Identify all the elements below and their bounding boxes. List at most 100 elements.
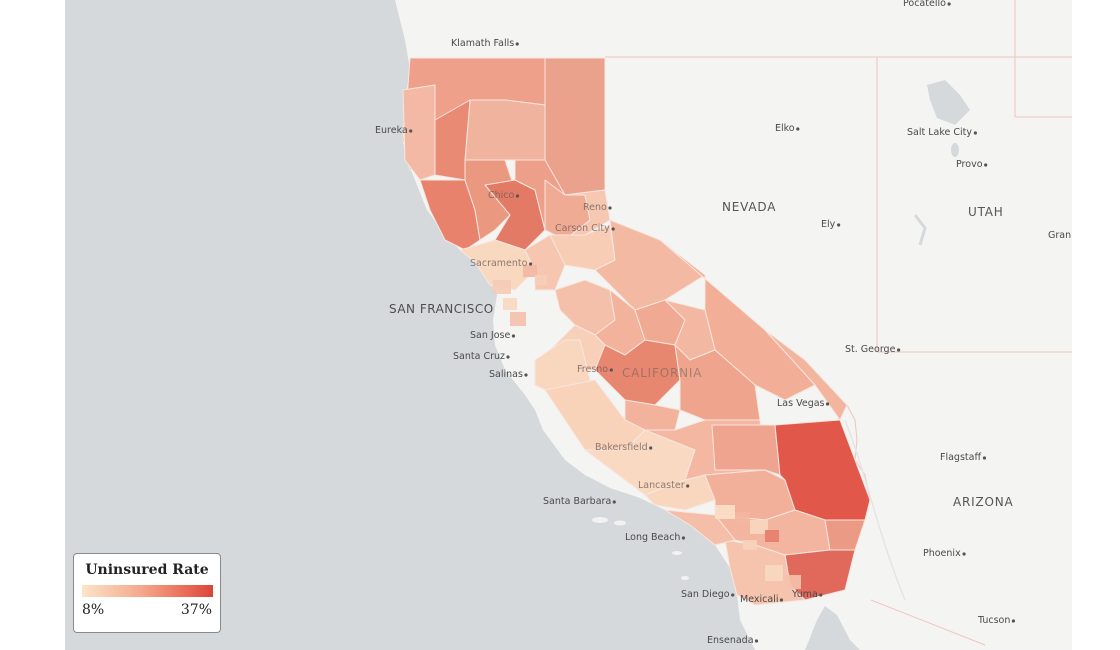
- city-dot: [947, 2, 951, 6]
- map-labels: Pocatello Klamath Falls Eureka Elko Salt…: [375, 0, 1071, 646]
- channel-island: [681, 576, 689, 580]
- city-dot: [731, 593, 735, 597]
- county: [765, 530, 779, 542]
- legend-max-label: 37%: [180, 602, 212, 618]
- city-label: Fresno: [577, 364, 608, 375]
- city-label: Salt Lake City: [907, 127, 972, 138]
- city-dot: [982, 456, 987, 460]
- city-label: Tucson: [977, 615, 1010, 626]
- city-dot: [609, 368, 613, 372]
- city-label: San Jose: [470, 330, 510, 341]
- state-label: ARIZONA: [953, 495, 1014, 509]
- county: [735, 512, 750, 524]
- channel-island: [592, 517, 608, 523]
- city-label: Gran: [1048, 230, 1071, 241]
- gulf-water: [805, 606, 860, 650]
- city-label: Eureka: [375, 125, 408, 136]
- city-label: Chico: [488, 190, 515, 201]
- city-dot: [686, 484, 690, 488]
- county: [523, 265, 537, 277]
- city-dot: [611, 227, 615, 231]
- city-dot: [511, 334, 516, 338]
- city-label: Mexicali: [740, 594, 778, 605]
- map-viewport[interactable]: Pocatello Klamath Falls Eureka Elko Salt…: [65, 0, 1072, 650]
- county: [464, 159, 516, 241]
- county: [764, 329, 848, 421]
- city-dot: [608, 206, 612, 210]
- city-dot: [506, 355, 510, 359]
- city-dot: [796, 127, 800, 131]
- city-dot: [524, 373, 528, 377]
- city-dot: [612, 500, 616, 504]
- legend-labels: 8% 37%: [82, 602, 212, 618]
- city-label: Sacramento: [470, 258, 528, 269]
- county: [711, 424, 781, 476]
- city-dot: [515, 42, 519, 46]
- utah-lake: [951, 143, 959, 157]
- channel-island: [614, 520, 626, 526]
- city-dot: [1011, 619, 1015, 623]
- city-label: Yuma: [791, 589, 818, 600]
- city-label: Las Vegas: [777, 398, 825, 409]
- legend-title: Uninsured Rate: [85, 562, 209, 578]
- city-dot: [409, 129, 413, 133]
- county: [459, 239, 536, 291]
- pacific-ocean: [65, 0, 755, 650]
- city-label: Phoenix: [923, 548, 961, 559]
- county: [535, 275, 547, 285]
- city-label: San Diego: [681, 589, 730, 600]
- state-label: UTAH: [968, 205, 1004, 219]
- great-salt-lake: [927, 80, 970, 125]
- city-dot: [896, 348, 901, 352]
- legend-min-label: 8%: [82, 602, 105, 618]
- city-dot: [529, 262, 533, 266]
- legend: Uninsured Rate 8% 37%: [73, 553, 221, 633]
- county: [503, 298, 517, 310]
- city-label: Carson City: [555, 223, 610, 234]
- city-label: Santa Cruz: [453, 351, 505, 362]
- county: [715, 505, 735, 519]
- county: [510, 312, 526, 326]
- city-label: Pocatello: [903, 0, 946, 9]
- city-label: Flagstaff: [940, 452, 981, 463]
- city-dot: [649, 446, 653, 450]
- county: [824, 519, 866, 551]
- state-borders: [605, 0, 1072, 646]
- city-label: Klamath Falls: [451, 38, 514, 49]
- city-dot: [984, 163, 988, 167]
- city-dot: [515, 194, 520, 198]
- county: [464, 99, 546, 161]
- city-dot: [962, 552, 966, 556]
- county: [743, 540, 757, 550]
- river: [913, 214, 927, 246]
- city-dot: [779, 598, 784, 602]
- county: [493, 280, 511, 294]
- city-dot: [819, 593, 823, 597]
- county: [785, 575, 801, 589]
- county: [765, 565, 783, 581]
- city-label: Reno: [583, 202, 607, 213]
- city-label: Long Beach: [625, 532, 680, 543]
- city-dot: [681, 536, 686, 540]
- city-dot: [973, 131, 977, 135]
- urban-county-patches: [493, 265, 801, 589]
- channel-island: [672, 551, 682, 555]
- city-label: Bakersfield: [595, 442, 648, 453]
- city-label: Ely: [821, 219, 836, 230]
- city-label: SAN FRANCISCO: [389, 302, 494, 316]
- city-label: Ensenada: [707, 635, 754, 646]
- city-dot: [754, 639, 759, 643]
- city-label: Salinas: [489, 369, 523, 380]
- city-label: Elko: [775, 123, 795, 134]
- county: [750, 520, 768, 534]
- county: [544, 57, 606, 196]
- colorado-river: [844, 419, 906, 601]
- map-canvas: Pocatello Klamath Falls Eureka Elko Salt…: [65, 0, 1072, 650]
- county: [402, 84, 436, 181]
- state-label: CALIFORNIA: [622, 366, 702, 380]
- city-dot: [837, 223, 841, 227]
- state-label: NEVADA: [722, 200, 776, 214]
- city-label: Lancaster: [638, 480, 685, 491]
- city-label: St. George: [845, 344, 896, 355]
- city-dot: [825, 402, 830, 406]
